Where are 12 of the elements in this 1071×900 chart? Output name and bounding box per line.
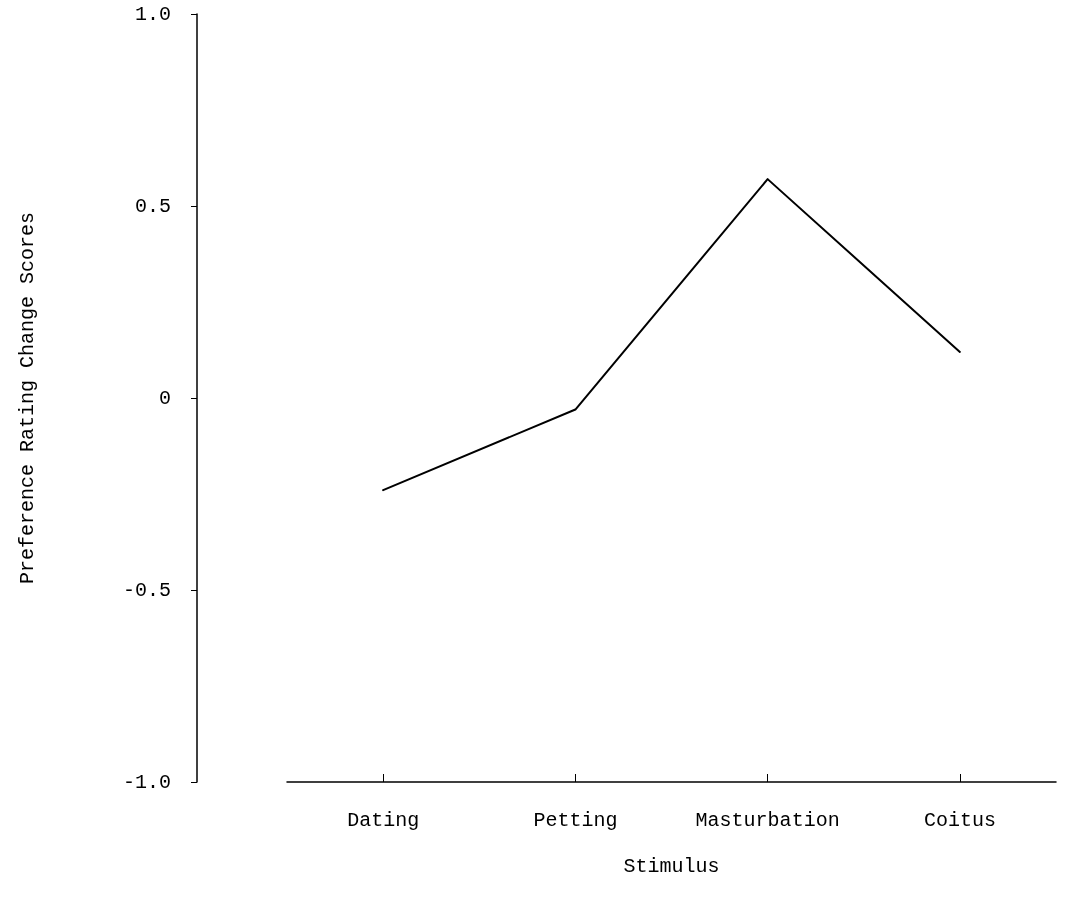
x-tick-label: Petting — [533, 808, 618, 832]
y-tick-label: 1.0 — [134, 2, 171, 26]
y-tick-label: -1.0 — [122, 770, 171, 794]
x-tick-label: Dating — [347, 808, 420, 832]
x-axis-title: Stimulus — [623, 854, 720, 878]
y-tick-label: -0.5 — [122, 578, 171, 602]
y-axis-title: Preference Rating Change Scores — [15, 211, 39, 585]
line-series — [382, 178, 961, 492]
y-tick-label: 0.5 — [134, 194, 171, 218]
x-tick-label: Masturbation — [695, 808, 840, 832]
x-tick-label: Coitus — [923, 808, 996, 832]
y-tick-label: 0 — [158, 386, 171, 410]
